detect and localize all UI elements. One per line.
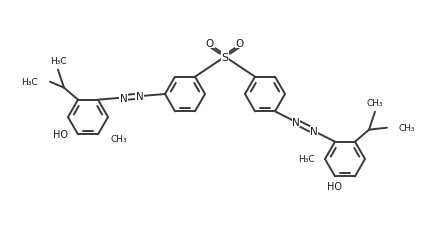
Text: CH₃: CH₃ [110,134,126,143]
Text: H₃C: H₃C [50,57,66,66]
Text: HO: HO [327,182,343,192]
Text: O: O [236,39,244,49]
Text: N: N [120,93,127,103]
Text: O: O [206,39,214,49]
Text: N: N [310,126,318,136]
Text: H₃C: H₃C [298,155,315,164]
Text: HO: HO [53,130,68,140]
Text: H₃C: H₃C [21,78,38,87]
Text: N: N [292,117,300,127]
Text: CH₃: CH₃ [367,99,383,108]
Text: S: S [221,52,229,62]
Text: CH₃: CH₃ [399,124,416,133]
Text: N: N [136,92,143,102]
